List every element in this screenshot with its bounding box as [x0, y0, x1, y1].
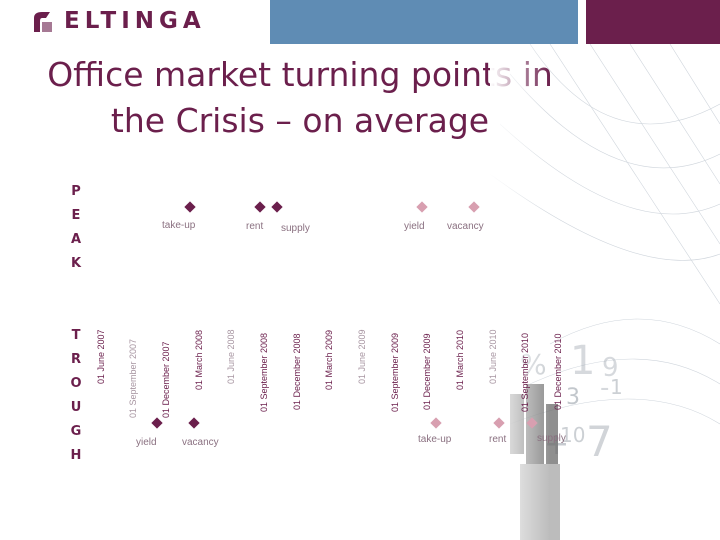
header-blue-bar	[270, 0, 578, 44]
trough-letter: O	[70, 376, 82, 391]
trough-label-take-up: take-up	[418, 434, 452, 445]
trough-marker-take-up	[430, 417, 442, 429]
svg-text:10: 10	[560, 423, 585, 447]
peak-label-vacancy: vacancy	[447, 221, 484, 232]
peak-label-rent: rent	[246, 221, 264, 232]
svg-text:9: 9	[602, 353, 619, 383]
timeline-date: 01 December 2010	[553, 333, 563, 410]
trough-label-yield: yield	[136, 437, 157, 448]
timeline-date: 01 September 2010	[520, 332, 530, 412]
trough-letter: U	[70, 400, 82, 415]
peak-marker-rent	[254, 201, 266, 213]
timeline-date: 01 March 2010	[455, 329, 465, 390]
peak-marker-take-up	[184, 201, 196, 213]
peak-marker-vacancy	[468, 201, 480, 213]
trough-label: T R O U G H	[64, 324, 88, 468]
trough-letter: H	[70, 448, 82, 463]
timeline-date: 01 September 2008	[259, 332, 269, 412]
peak-label: P E A K	[64, 180, 88, 276]
header-purple-bar	[586, 0, 720, 44]
peak-letter: K	[70, 256, 82, 271]
eltinga-logo: ELTINGA	[30, 6, 260, 38]
trough-label-rent: rent	[489, 434, 507, 445]
trough-marker-vacancy	[188, 417, 200, 429]
trough-marker-yield	[151, 417, 163, 429]
page-title: Office market turning points in the Cris…	[0, 52, 600, 144]
eltinga-logo-icon	[34, 12, 52, 32]
svg-text:-: -	[600, 373, 609, 403]
timeline-date: 01 September 2007	[128, 338, 138, 418]
peak-letter: A	[70, 232, 82, 247]
peak-label-supply: supply	[281, 223, 310, 234]
timeline-date: 01 June 2008	[226, 329, 236, 384]
peak-letter: P	[71, 184, 81, 199]
timeline-date: 01 June 2007	[96, 329, 106, 384]
timeline-date: 01 December 2008	[292, 333, 302, 410]
svg-text:1: 1	[570, 338, 595, 384]
background-decoration-image: % 1 9 3 - 1 10 7 +	[490, 44, 720, 540]
svg-text:7: 7	[586, 417, 613, 466]
peak-label-yield: yield	[404, 221, 425, 232]
trough-letter: T	[71, 328, 81, 343]
title-line-2: the Crisis – on average	[110, 101, 490, 140]
timeline-date: 01 December 2009	[422, 333, 432, 410]
svg-text:3: 3	[566, 385, 580, 410]
peak-letter: E	[71, 208, 81, 223]
peak-label-take-up: take-up	[162, 220, 196, 231]
timeline-date: 01 March 2008	[194, 329, 204, 390]
trough-label-vacancy: vacancy	[182, 437, 219, 448]
timeline-date: 01 March 2009	[324, 329, 334, 390]
trough-letter: R	[70, 352, 81, 367]
trough-letter: G	[70, 424, 82, 439]
peak-marker-yield	[416, 201, 428, 213]
trough-label-supply: supply	[537, 433, 566, 444]
peak-marker-supply	[271, 201, 283, 213]
timeline-date: 01 June 2009	[357, 329, 367, 384]
title-line-1: Office market turning points in	[47, 55, 553, 94]
logo-text: ELTINGA	[64, 8, 206, 34]
svg-text:1: 1	[610, 375, 623, 399]
timeline-date: 01 December 2007	[161, 341, 171, 418]
timeline-date: 01 September 2009	[390, 332, 400, 412]
timeline-date: 01 June 2010	[488, 329, 498, 384]
